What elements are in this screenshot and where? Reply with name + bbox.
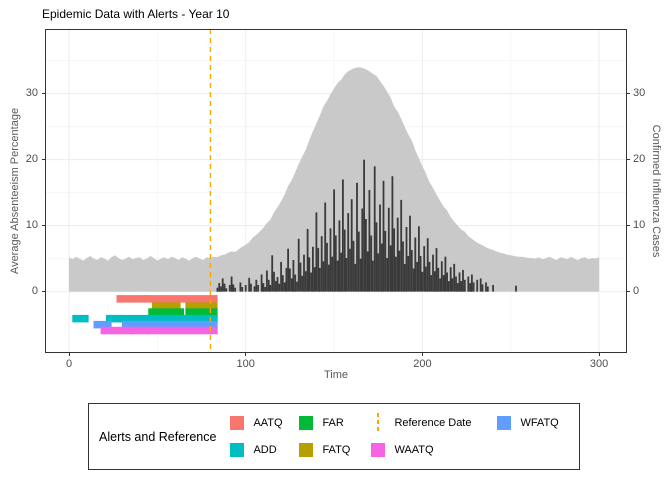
legend-entry-wfatq: WFATQ (497, 410, 567, 437)
chart-title: Epidemic Data with Alerts - Year 10 (42, 7, 230, 21)
alert-wfatq (121, 320, 140, 329)
alert-add (105, 314, 123, 323)
y-right-tick-mark (627, 159, 630, 161)
y-left-tick-label: 0 (31, 284, 38, 297)
legend-label: WAATQ (394, 444, 434, 456)
absenteeism-area (69, 67, 600, 292)
legend-label: FAR (322, 417, 344, 429)
x-tick-label: 0 (65, 358, 73, 370)
y-left-tick-label: 20 (25, 152, 38, 165)
y-left-tick-mark (42, 159, 45, 161)
legend-entry-reference-date: Reference Date (371, 410, 483, 437)
alert-wfatq (93, 320, 112, 329)
legend-label: Reference Date (394, 417, 472, 429)
x-tick-label: 200 (413, 358, 432, 370)
y-right-tick-label: 20 (633, 152, 646, 165)
legend-entry-add: ADD (230, 437, 285, 464)
legend-swatch-icon (299, 416, 314, 430)
alert-fatq (185, 302, 218, 310)
x-tick-mark (598, 353, 600, 356)
cases-bars (216, 159, 517, 292)
alert-waatq (116, 326, 135, 335)
y-right-tick-mark (627, 291, 630, 293)
y-left-tick-mark (42, 93, 45, 95)
x-tick-mark (245, 353, 247, 356)
x-axis-title: Time (323, 369, 349, 381)
alert-far (185, 308, 218, 316)
x-tick-label: 100 (236, 358, 255, 370)
y-left-tick-label: 30 (25, 86, 38, 99)
y-right-tick-label: 0 (633, 284, 640, 297)
y-left-tick-label: 10 (25, 218, 38, 231)
alert-add (118, 314, 153, 323)
y-left-tick-mark (42, 291, 45, 293)
alert-add (146, 314, 218, 323)
x-tick-label: 300 (589, 358, 609, 370)
legend-label: FATQ (322, 444, 351, 456)
alert-markers (72, 295, 218, 335)
reference-line-key-icon (371, 413, 385, 433)
y-right-tick-mark (627, 93, 630, 95)
alert-waatq (100, 326, 119, 335)
plot-area (45, 29, 627, 353)
alert-wfatq (148, 320, 218, 329)
legend-column: Reference Date WAATQ (371, 410, 483, 464)
alert-wfatq (136, 320, 151, 329)
legend-label: ADD (253, 444, 277, 456)
legend-column: AATQ ADD (230, 410, 285, 464)
x-tick-mark (421, 353, 423, 356)
legend-box: Alerts and Reference AATQ ADD FAR FATQ Refer… (88, 403, 580, 470)
legend-entry-aatq: AATQ (230, 410, 285, 437)
alert-far (148, 308, 185, 316)
alert-add (72, 314, 89, 323)
y-left-axis-title: Average Absenteeism Percentage (9, 107, 21, 275)
alert-aatq (143, 295, 218, 303)
y-right-tick-label: 10 (633, 218, 646, 231)
legend-entry-far: FAR (299, 410, 357, 437)
legend-entry-fatq: FATQ (299, 437, 357, 464)
legend-swatch-icon (230, 416, 245, 430)
alert-aatq (116, 295, 147, 303)
legend-grid: AATQ ADD FAR FATQ Reference Date WAATQ WFATQ (230, 410, 567, 464)
legend-swatch-icon (371, 443, 386, 457)
x-tick-mark (68, 353, 70, 356)
legend-column: FAR FATQ (299, 410, 357, 464)
legend-label: AATQ (253, 417, 283, 429)
y-left-tick-mark (42, 225, 45, 227)
plot-border (45, 29, 627, 353)
alert-waatq (146, 326, 218, 335)
legend-column: WFATQ (497, 410, 567, 437)
legend-entry-waatq: WAATQ (371, 437, 483, 464)
legend-label: WFATQ (520, 417, 559, 429)
legend-swatch-icon (230, 443, 245, 457)
y-right-tick-mark (627, 225, 630, 227)
alert-waatq (130, 326, 149, 335)
y-right-tick-label: 30 (633, 86, 646, 99)
alert-fatq (151, 302, 181, 310)
y-right-axis-title: Confirmed Influenza Cases (650, 124, 662, 258)
legend-swatch-icon (497, 416, 512, 430)
legend-swatch-icon (299, 443, 314, 457)
legend-title: Alerts and Reference (99, 429, 217, 444)
